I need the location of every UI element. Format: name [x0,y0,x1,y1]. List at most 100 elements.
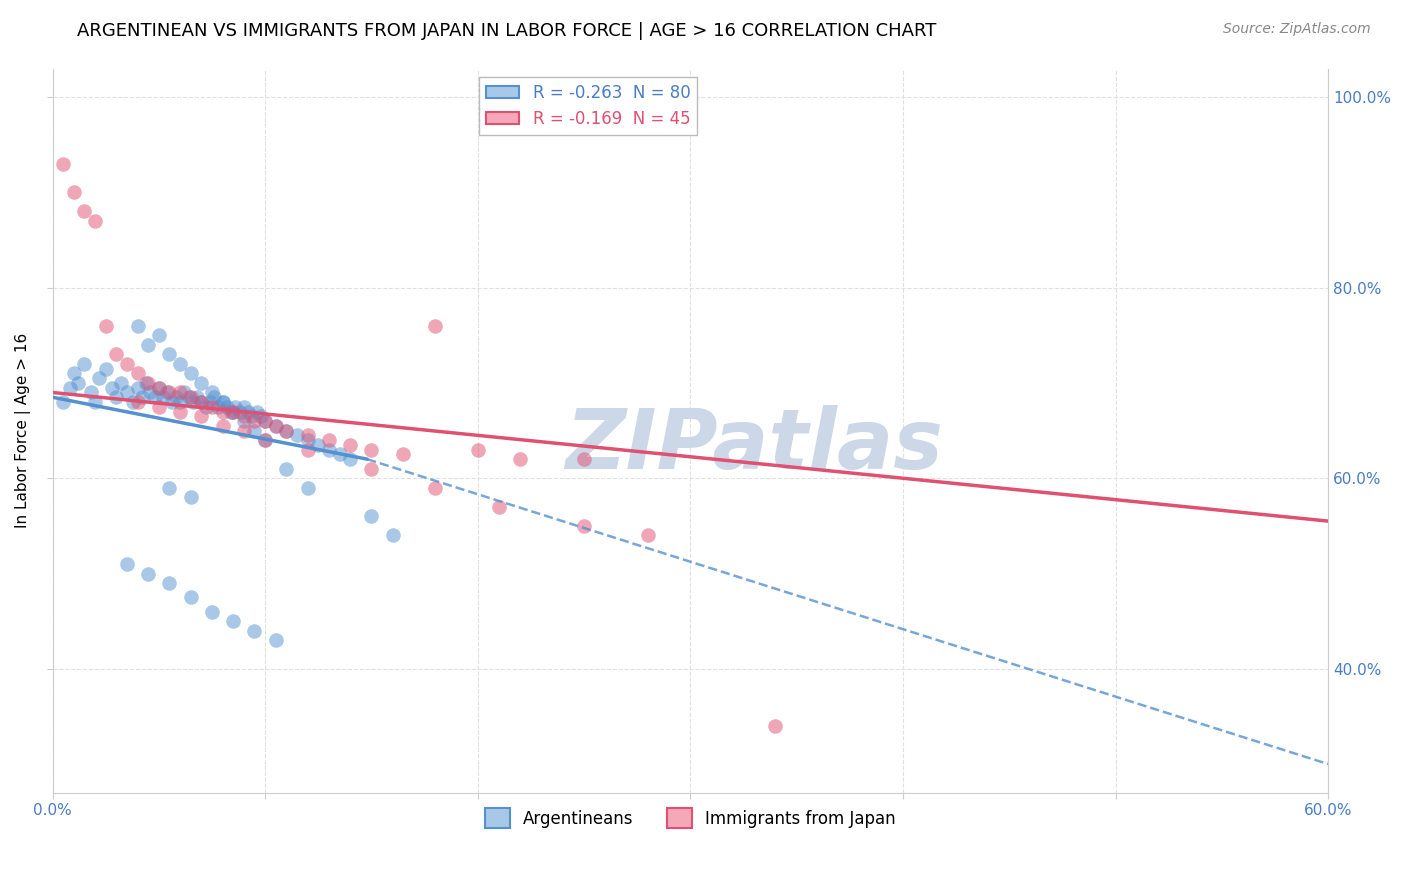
Point [94,318,117,333]
Point [169,357,191,371]
Point [297,433,319,447]
Point [127,318,149,333]
Point [360,509,382,524]
Point [127,381,149,395]
Point [148,328,170,343]
Point [318,433,340,447]
Point [488,500,510,514]
Point [180,591,202,605]
Point [180,490,202,504]
Point [246,404,269,418]
Point [232,400,254,414]
Point [169,385,191,400]
Point [89,371,111,385]
Point [80,385,103,400]
Point [222,404,245,418]
Point [115,385,138,400]
Point [148,400,170,414]
Point [240,409,263,424]
Y-axis label: In Labor Force | Age > 16: In Labor Force | Age > 16 [15,333,31,528]
Legend: Argentineans, Immigrants from Japan: Argentineans, Immigrants from Japan [478,801,903,835]
Point [254,414,277,428]
Point [136,376,159,390]
Point [136,338,159,352]
Point [763,719,786,733]
Point [165,390,187,404]
Point [264,418,287,433]
Point [186,390,208,404]
Point [572,452,595,467]
Point [105,347,128,361]
Point [232,424,254,438]
Point [232,409,254,424]
Point [276,424,298,438]
Point [254,433,277,447]
Point [207,400,229,414]
Point [180,367,202,381]
Text: ZIPatlas: ZIPatlas [565,405,943,485]
Point [202,390,225,404]
Point [297,442,319,457]
Point [211,395,233,409]
Point [201,385,224,400]
Point [73,204,96,219]
Point [276,424,298,438]
Point [160,395,183,409]
Point [131,390,153,404]
Point [201,605,224,619]
Point [156,385,179,400]
Point [222,404,245,418]
Point [236,404,259,418]
Text: Source: ZipAtlas.com: Source: ZipAtlas.com [1223,22,1371,37]
Point [254,433,277,447]
Point [110,376,132,390]
Point [52,157,75,171]
Point [224,400,246,414]
Point [425,318,447,333]
Point [285,428,308,442]
Point [360,461,382,475]
Point [159,481,181,495]
Point [194,400,217,414]
Point [190,395,212,409]
Point [148,381,170,395]
Point [190,376,212,390]
Point [211,418,233,433]
Point [101,381,124,395]
Point [297,428,319,442]
Point [73,357,96,371]
Point [173,385,195,400]
Point [360,442,382,457]
Point [67,376,90,390]
Point [139,385,162,400]
Point [190,395,212,409]
Point [105,390,128,404]
Point [254,414,277,428]
Point [243,414,266,428]
Point [264,418,287,433]
Text: ARGENTINEAN VS IMMIGRANTS FROM JAPAN IN LABOR FORCE | AGE > 16 CORRELATION CHART: ARGENTINEAN VS IMMIGRANTS FROM JAPAN IN … [77,22,936,40]
Point [52,395,75,409]
Point [136,566,159,581]
Point [127,395,149,409]
Point [169,395,191,409]
Point [339,438,361,452]
Point [243,424,266,438]
Point [307,438,329,452]
Point [215,400,238,414]
Point [232,414,254,428]
Point [392,447,415,461]
Point [62,367,84,381]
Point [159,576,181,591]
Point [180,390,202,404]
Point [222,614,245,628]
Point [250,409,273,424]
Point [201,400,224,414]
Point [264,633,287,648]
Point [122,395,145,409]
Point [181,395,204,409]
Point [190,409,212,424]
Point [115,557,138,571]
Point [276,461,298,475]
Point [297,481,319,495]
